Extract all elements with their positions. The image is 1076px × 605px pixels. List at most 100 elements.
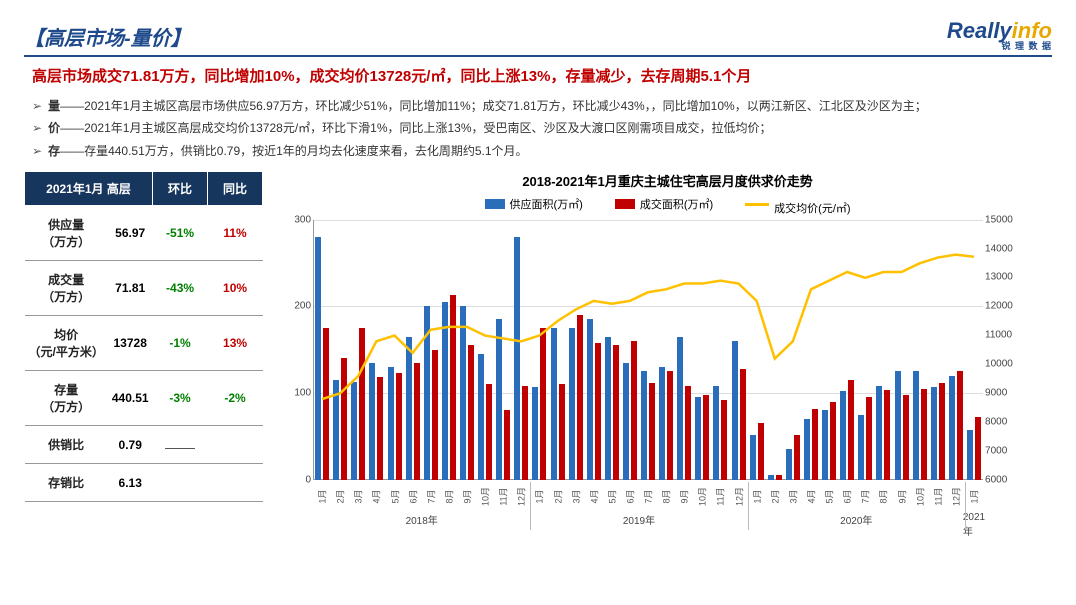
x-year-label: 2018年	[406, 512, 438, 527]
bar-supply	[442, 302, 448, 480]
x-month-label: 8月	[660, 489, 673, 503]
row-mom: -3%	[153, 371, 208, 426]
row-label: 存量（万方）	[25, 371, 108, 426]
bar-deal	[559, 384, 565, 479]
y-left-tick: 100	[283, 388, 311, 399]
x-month-label: 3月	[569, 489, 582, 503]
x-month-label: 7月	[642, 489, 655, 503]
x-month-label: 1月	[316, 489, 329, 503]
logo-main: Really	[947, 18, 1012, 43]
chart-x-years: 2018年2019年2020年2021年	[313, 512, 983, 530]
row-value: 13728	[108, 316, 153, 371]
row-mom	[153, 426, 208, 464]
row-value: 6.13	[108, 464, 153, 502]
row-yoy: 13%	[208, 316, 263, 371]
x-month-label: 5月	[605, 489, 618, 503]
legend-item: 成交面积(万㎡)	[615, 196, 713, 212]
chart-title: 2018-2021年1月重庆主城住宅高层月度供求价走势	[283, 171, 1052, 190]
bar-supply	[659, 367, 665, 480]
bar-deal	[848, 380, 854, 480]
x-year-label: 2021年	[963, 512, 985, 538]
bar-supply	[587, 319, 593, 479]
bar-deal	[577, 315, 583, 480]
table-header: 同比	[208, 172, 263, 206]
row-yoy: 10%	[208, 261, 263, 316]
bullet-item: 存——存量440.51万方，供销比0.79，按近1年的月均去化速度来看，去化周期…	[32, 141, 1052, 161]
bar-supply	[931, 387, 937, 480]
x-month-label: 7月	[424, 489, 437, 503]
logo-accent: info	[1012, 18, 1052, 43]
table-header: 2021年1月 高层	[25, 172, 153, 206]
chart-container: 2018-2021年1月重庆主城住宅高层月度供求价走势 供应面积(万㎡) 成交面积…	[283, 171, 1052, 530]
row-label: 成交量（万方）	[25, 261, 108, 316]
bar-deal	[740, 369, 746, 480]
x-month-label: 5月	[388, 489, 401, 503]
row-mom: -43%	[153, 261, 208, 316]
y-right-tick: 10000	[985, 359, 1023, 370]
bar-supply	[876, 386, 882, 480]
x-month-label: 6月	[623, 489, 636, 503]
bar-deal	[957, 371, 963, 479]
bar-deal	[903, 395, 909, 480]
logo: Reallyinfo 锐 理 数 据	[947, 20, 1052, 51]
bar-supply	[551, 328, 557, 480]
x-month-label: 7月	[859, 489, 872, 503]
y-right-tick: 6000	[985, 474, 1023, 485]
x-month-label: 10月	[479, 487, 492, 506]
bar-deal	[396, 373, 402, 480]
table-row: 存量（万方）440.51-3%-2%	[25, 371, 263, 426]
bar-deal	[504, 410, 510, 479]
legend-item: 成交均价(元/㎡)	[745, 200, 850, 216]
bar-deal	[667, 371, 673, 479]
table-row: 成交量（万方）71.81-43%10%	[25, 261, 263, 316]
bar-supply	[532, 387, 538, 480]
bar-deal	[377, 377, 383, 479]
bar-deal	[866, 397, 872, 479]
bar-supply	[677, 337, 683, 480]
bar-deal	[522, 386, 528, 480]
bullet-list: 量量——2021年1月主城区高层市场供应56.97万方，环比减少51%，同比增加…	[32, 96, 1052, 161]
row-mom	[153, 464, 208, 502]
x-month-label: 11月	[714, 487, 727, 505]
bar-deal	[939, 383, 945, 480]
x-month-label: 8月	[442, 489, 455, 503]
x-month-label: 12月	[515, 487, 528, 506]
bar-supply	[949, 376, 955, 480]
bullet-prefix: 量	[48, 99, 60, 113]
x-month-label: 2月	[551, 489, 564, 503]
legend-item: 供应面积(万㎡)	[485, 196, 583, 212]
row-yoy: 11%	[208, 206, 263, 261]
bullet-prefix: 价	[48, 121, 60, 135]
y-left-tick: 0	[283, 474, 311, 485]
bar-deal	[432, 350, 438, 480]
bar-deal	[540, 328, 546, 480]
row-value: 71.81	[108, 261, 153, 316]
bar-supply	[822, 410, 828, 479]
chart-legend: 供应面积(万㎡) 成交面积(万㎡) 成交均价(元/㎡)	[283, 196, 1052, 216]
bar-supply	[695, 397, 701, 479]
x-month-label: 6月	[406, 489, 419, 503]
bar-supply	[713, 386, 719, 480]
bar-supply	[496, 319, 502, 479]
x-month-label: 3月	[786, 489, 799, 503]
bar-deal	[595, 343, 601, 480]
bullet-item: 量量——2021年1月主城区高层市场供应56.97万方，环比减少51%，同比增加…	[32, 96, 1052, 116]
y-right-tick: 14000	[985, 243, 1023, 254]
bar-supply	[369, 363, 375, 480]
summary-table: 2021年1月 高层 环比 同比 供应量（万方）56.97-51%11%成交量（…	[24, 171, 263, 502]
bar-supply	[750, 435, 756, 480]
bar-deal	[450, 295, 456, 480]
x-month-label: 4月	[370, 489, 383, 503]
x-month-label: 3月	[352, 489, 365, 503]
bar-deal	[921, 389, 927, 480]
bar-supply	[732, 341, 738, 480]
bar-deal	[613, 345, 619, 479]
logo-subtitle: 锐 理 数 据	[947, 42, 1052, 51]
x-month-label: 11月	[931, 487, 944, 505]
headline: 高层市场成交71.81万方，同比增加10%，成交均价13728元/㎡，同比上涨1…	[32, 65, 1052, 86]
row-value: 440.51	[108, 371, 153, 426]
x-month-label: 5月	[823, 489, 836, 503]
x-month-label: 6月	[841, 489, 854, 503]
bar-supply	[478, 354, 484, 480]
row-value: 56.97	[108, 206, 153, 261]
